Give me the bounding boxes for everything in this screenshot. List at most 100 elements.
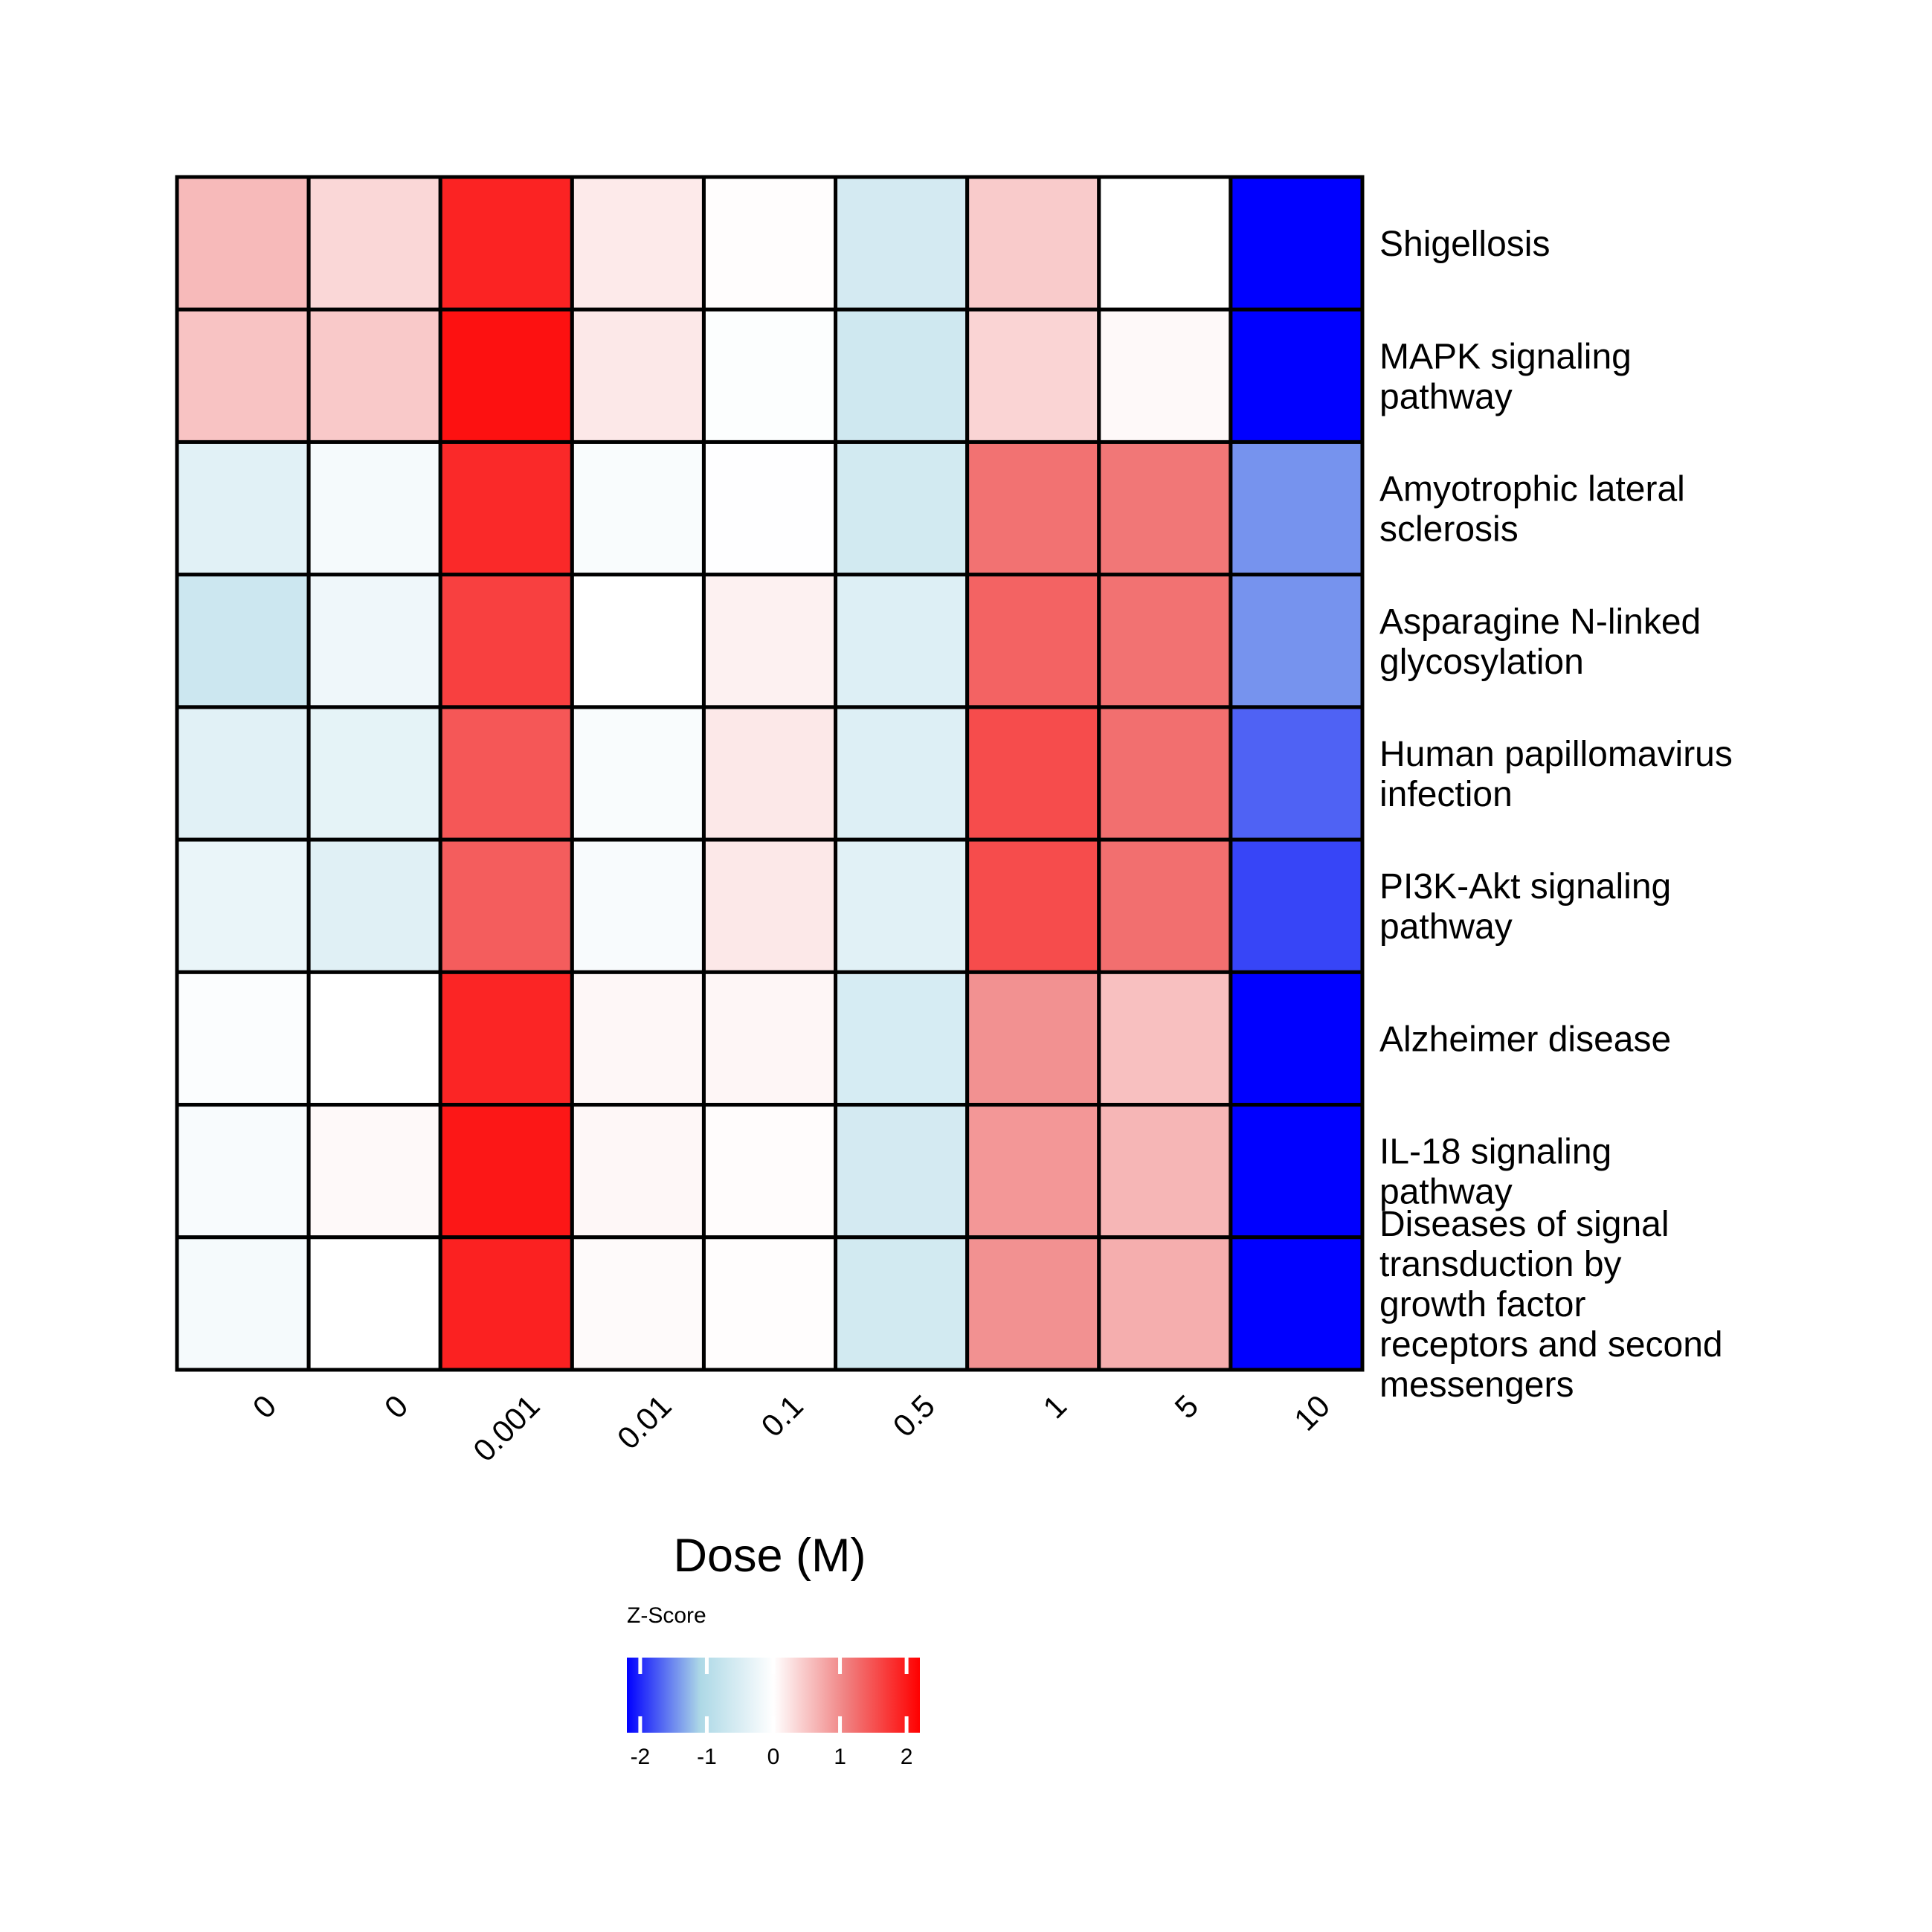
heatmap-cell (438, 573, 574, 709)
heatmap-cell (1097, 573, 1233, 709)
legend-ticks: -2 -1 0 1 2 (631, 1658, 913, 1769)
column-label: 10 (1287, 1388, 1336, 1437)
heatmap-cell (1097, 705, 1233, 842)
legend-tick-label: -1 (697, 1745, 717, 1769)
column-label: 1 (1036, 1388, 1073, 1426)
heatmap-cell (1229, 970, 1365, 1107)
heatmap-cell (175, 175, 311, 312)
heatmap-cell (570, 439, 706, 577)
heatmap-cell (965, 1103, 1101, 1240)
heatmap-cell (175, 705, 311, 842)
heatmap-cell (1229, 307, 1365, 444)
heatmap-cell (1229, 1103, 1365, 1240)
heatmap-cell (965, 175, 1101, 312)
heatmap-cell (1097, 837, 1233, 974)
heatmap-cell (965, 307, 1101, 444)
heatmap-cell (438, 837, 574, 974)
heatmap-cell (834, 175, 970, 312)
heatmap-cells (175, 175, 1365, 1372)
row-label: MAPK signaling pathway (1379, 337, 1632, 416)
row-labels: Shigellosis MAPK signaling pathway Amyotrop… (1379, 225, 1733, 1405)
heatmap-cell (306, 970, 442, 1107)
heatmap-cell (570, 970, 706, 1107)
x-axis-title: Dose (M) (673, 1530, 866, 1582)
heatmap-cell (438, 175, 574, 312)
heatmap-cell (1229, 573, 1365, 709)
heatmap-cell (1229, 837, 1365, 974)
legend-tick-label: 1 (834, 1745, 846, 1769)
heatmap-cell (570, 573, 706, 709)
row-label: Diseases of signal transduction by growth … (1379, 1205, 1723, 1405)
heatmap-cell (1229, 175, 1365, 312)
heatmap-cell (438, 439, 574, 577)
heatmap-cell (175, 837, 311, 974)
heatmap-cell (175, 573, 311, 709)
heatmap-cell (570, 705, 706, 842)
column-label: 0 (246, 1388, 283, 1426)
heatmap-cell (1097, 1235, 1233, 1372)
heatmap-cell (965, 705, 1101, 842)
row-label: PI3K-Akt signaling pathway (1379, 867, 1671, 947)
legend-tick-label: -2 (631, 1745, 651, 1769)
heatmap-cell (1229, 705, 1365, 842)
heatmap-cell (834, 837, 970, 974)
heatmap-cell (306, 439, 442, 577)
column-label: 0.5 (886, 1388, 941, 1444)
heatmap-cell (175, 1103, 311, 1240)
heatmap-cell (438, 1103, 574, 1240)
heatmap-cell (965, 573, 1101, 709)
heatmap-cell (570, 1103, 706, 1240)
heatmap-cell (1097, 175, 1233, 312)
heatmap-cell (701, 837, 838, 974)
heatmap-cell (570, 175, 706, 312)
heatmap-cell (175, 307, 311, 444)
legend-tick-label: 2 (901, 1745, 913, 1769)
heatmap-cell (701, 175, 838, 312)
heatmap-cell (306, 573, 442, 709)
heatmap-cell (834, 439, 970, 577)
row-label: Human papillomavirus infection (1379, 735, 1733, 814)
heatmap-cell (175, 1235, 311, 1372)
heatmap-cell (834, 307, 970, 444)
heatmap-cell (175, 439, 311, 577)
heatmap-cell (1097, 439, 1233, 577)
heatmap-cell (701, 1235, 838, 1372)
heatmap-cell (306, 175, 442, 312)
heatmap-cell (701, 705, 838, 842)
column-label: 0.01 (611, 1388, 678, 1456)
legend-title: Z-Score (627, 1603, 706, 1628)
heatmap-cell (570, 307, 706, 444)
heatmap-cell (306, 1235, 442, 1372)
heatmap-cell (1229, 439, 1365, 577)
heatmap-cell (701, 573, 838, 709)
row-label: Amyotrophic lateral sclerosis (1379, 470, 1685, 550)
heatmap-cell (438, 705, 574, 842)
heatmap-cell (175, 970, 311, 1107)
heatmap-cell (1097, 307, 1233, 444)
row-label: Alzheimer disease (1379, 1020, 1671, 1059)
heatmap-cell (306, 837, 442, 974)
heatmap-cell (834, 970, 970, 1107)
column-label: 5 (1168, 1388, 1205, 1426)
row-label: IL-18 signaling pathway (1379, 1133, 1611, 1212)
column-label: 0 (378, 1388, 415, 1426)
row-label: Shigellosis (1379, 225, 1550, 264)
heatmap-cell (306, 307, 442, 444)
heatmap-cell (834, 1103, 970, 1240)
heatmap-cell (701, 439, 838, 577)
column-label: 0.1 (754, 1388, 810, 1444)
heatmap-cell (834, 705, 970, 842)
heatmap-cell (306, 1103, 442, 1240)
heatmap-cell (965, 439, 1101, 577)
heatmap-cell (570, 837, 706, 974)
heatmap-cell (834, 1235, 970, 1372)
heatmap-cell (965, 1235, 1101, 1372)
heatmap-cell (701, 307, 838, 444)
column-labels: 0 0 0.001 0.01 0.1 0.5 1 5 10 (246, 1388, 1337, 1469)
heatmap-cell (1097, 1103, 1233, 1240)
heatmap-cell (438, 307, 574, 444)
zscore-legend: Z-Score -2 -1 0 1 2 (627, 1603, 920, 1769)
legend-tick-label: 0 (767, 1745, 780, 1769)
heatmap-cell (701, 1103, 838, 1240)
heatmap-cell (965, 837, 1101, 974)
